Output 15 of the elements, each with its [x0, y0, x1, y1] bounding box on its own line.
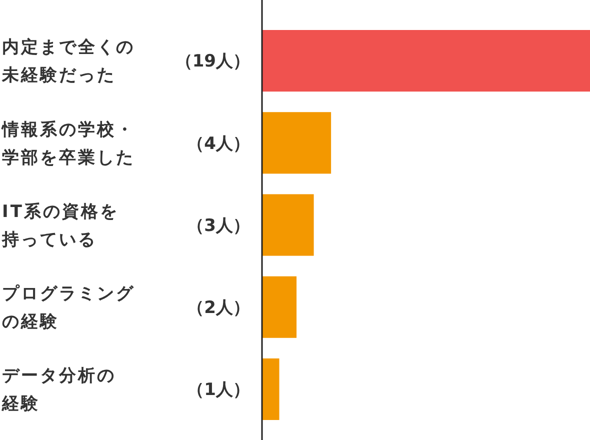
data-label: （19人） — [175, 52, 250, 72]
data-label: （1人） — [187, 380, 250, 400]
y-tick-label: 内定まで全くの未経験だった — [1, 38, 135, 86]
bar — [262, 112, 332, 174]
bar — [262, 30, 590, 92]
y-tick-label: 情報系の学校・学部を卒業した — [1, 120, 135, 168]
data-label: （2人） — [187, 298, 250, 318]
data-label: （4人） — [187, 134, 250, 154]
y-tick-label: IT系の資格を持っている — [1, 202, 119, 250]
data-label: （3人） — [187, 216, 250, 236]
bar — [262, 194, 314, 256]
y-tick-label: プログラミングの経験 — [2, 284, 135, 332]
bar — [262, 276, 297, 338]
y-tick-label: データ分析の経験 — [1, 366, 116, 414]
bar — [262, 358, 280, 420]
